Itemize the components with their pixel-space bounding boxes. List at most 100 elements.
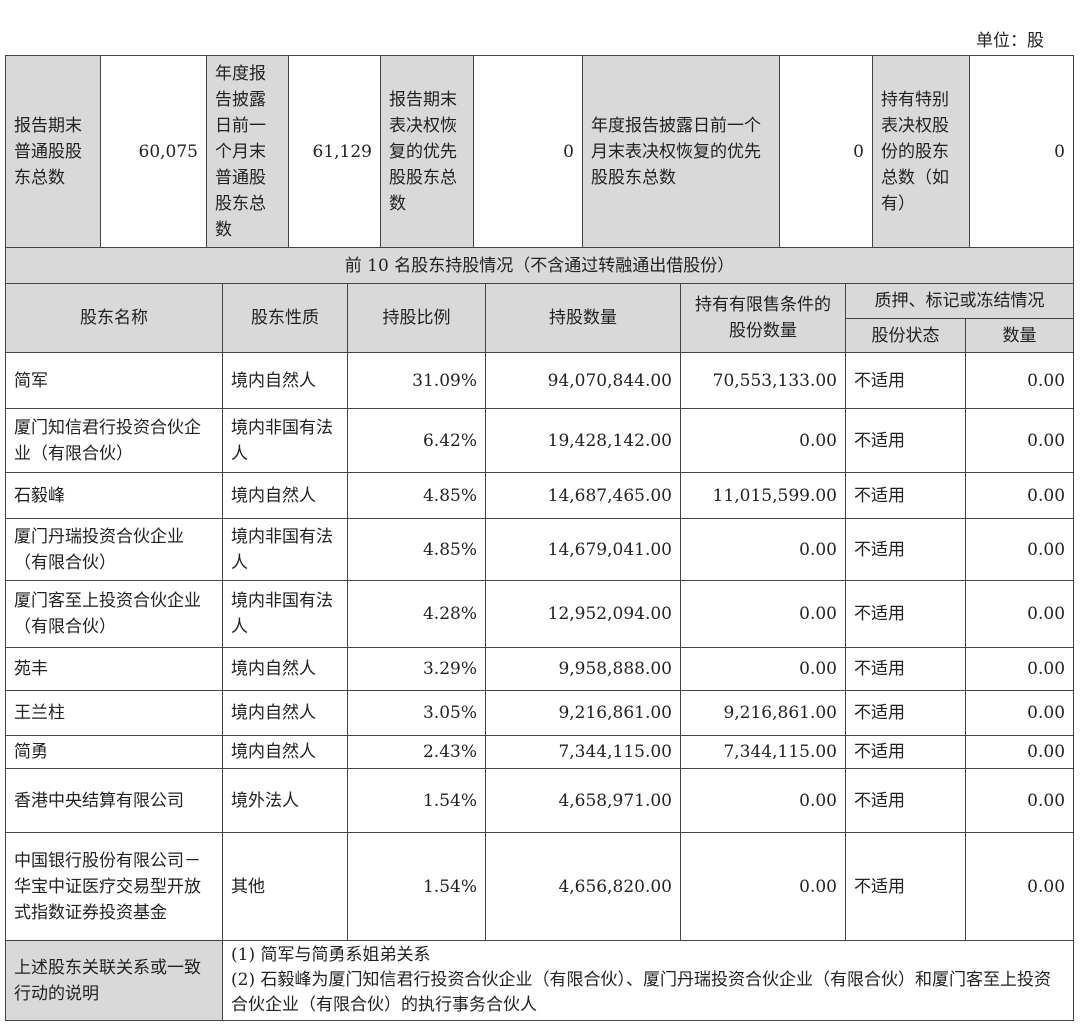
cell-qty: 0.00 xyxy=(964,735,1075,769)
summary-value: 0 xyxy=(473,55,583,249)
note-content: (1) 简军与简勇系姐弟关系 (2) 石毅峰为厦门知信君行投资合伙企业（有限合伙… xyxy=(221,940,1075,1021)
cell-ratio: 31.09% xyxy=(347,352,486,409)
section-title: 前 10 名股东持股情况（不含通过转融通出借股份） xyxy=(4,247,1075,284)
cell-name: 厦门客至上投资合伙企业（有限合伙） xyxy=(5,580,223,648)
cell-nature: 境内非国有法人 xyxy=(222,408,348,473)
cell-status: 不适用 xyxy=(845,408,966,473)
header-name: 股东名称 xyxy=(5,283,223,353)
cell-restricted: 9,216,861.00 xyxy=(680,690,846,736)
unit-label: 单位：股 xyxy=(976,31,1044,51)
cell-shares: 9,958,888.00 xyxy=(485,647,681,691)
summary-value: 0 xyxy=(779,55,873,249)
note-label: 上述股东关联关系或一致行动的说明 xyxy=(5,940,223,1021)
cell-status: 不适用 xyxy=(845,472,966,519)
cell-ratio: 3.05% xyxy=(347,690,486,736)
summary-label: 年度报告披露日前一个月末普通股股东总数 xyxy=(206,55,289,249)
cell-name: 厦门丹瑞投资合伙企业（有限合伙） xyxy=(5,518,223,581)
table-row: 香港中央结算有限公司 境外法人 1.54% 4,658,971.00 0.00 不适用 0.… xyxy=(5,768,1075,833)
cell-qty: 0.00 xyxy=(964,408,1075,473)
cell-shares: 9,216,861.00 xyxy=(485,690,681,736)
cell-restricted: 0.00 xyxy=(680,768,846,833)
cell-nature: 境内自然人 xyxy=(222,647,348,691)
cell-ratio: 1.54% xyxy=(347,768,486,833)
cell-qty: 0.00 xyxy=(964,352,1075,409)
cell-qty: 0.00 xyxy=(964,580,1075,648)
cell-nature: 境内自然人 xyxy=(222,472,348,519)
table-row: 石毅峰 境内自然人 4.85% 14,687,465.00 11,015,599.00 不… xyxy=(5,472,1075,519)
cell-shares: 4,656,820.00 xyxy=(485,832,681,941)
cell-name: 简军 xyxy=(5,352,223,409)
cell-restricted: 11,015,599.00 xyxy=(680,472,846,519)
cell-nature: 境内非国有法人 xyxy=(222,518,348,581)
summary-label: 年度报告披露日前一个月末表决权恢复的优先股股东总数 xyxy=(582,55,780,249)
header-restricted: 持有有限售条件的股份数量 xyxy=(680,283,846,353)
table-row: 厦门客至上投资合伙企业（有限合伙） 境内非国有法人 4.28% 12,952,094.… xyxy=(5,580,1075,648)
cell-ratio: 4.85% xyxy=(347,518,486,581)
cell-name: 厦门知信君行投资合伙企业（有限合伙） xyxy=(5,408,223,473)
table-row: 厦门丹瑞投资合伙企业（有限合伙） 境内非国有法人 4.85% 14,679,041.0… xyxy=(5,518,1075,581)
table-row: 中国银行股份有限公司－华宝中证医疗交易型开放式指数证券投资基金 其他 1.54% 4,… xyxy=(5,832,1075,941)
cell-status: 不适用 xyxy=(845,352,966,409)
cell-shares: 14,679,041.00 xyxy=(485,518,681,581)
cell-restricted: 0.00 xyxy=(680,408,846,473)
summary-label: 报告期末表决权恢复的优先股股东总数 xyxy=(380,55,474,249)
cell-shares: 14,687,465.00 xyxy=(485,472,681,519)
cell-nature: 境外法人 xyxy=(222,768,348,833)
table-row: 王兰柱 境内自然人 3.05% 9,216,861.00 9,216,861.00 不适用… xyxy=(5,690,1075,736)
cell-ratio: 4.85% xyxy=(347,472,486,519)
cell-restricted: 0.00 xyxy=(680,832,846,941)
cell-restricted: 70,553,133.00 xyxy=(680,352,846,409)
cell-status: 不适用 xyxy=(845,518,966,581)
cell-name: 王兰柱 xyxy=(5,690,223,736)
summary-label: 报告期末普通股股东总数 xyxy=(5,55,101,249)
summary-table: 报告期末普通股股东总数 60,075 年度报告披露日前一个月末普通股股东总数 6… xyxy=(5,55,1074,249)
cell-name: 中国银行股份有限公司－华宝中证医疗交易型开放式指数证券投资基金 xyxy=(5,832,223,941)
cell-shares: 94,070,844.00 xyxy=(485,352,681,409)
summary-row: 报告期末普通股股东总数 60,075 年度报告披露日前一个月末普通股股东总数 6… xyxy=(5,55,1074,249)
cell-qty: 0.00 xyxy=(964,832,1075,941)
cell-shares: 19,428,142.00 xyxy=(485,408,681,473)
summary-label: 持有特别表决权股份的股东总数（如有） xyxy=(872,55,970,249)
cell-status: 不适用 xyxy=(845,690,966,736)
summary-value: 60,075 xyxy=(100,55,207,249)
summary-value: 0 xyxy=(969,55,1074,249)
table-row: 简军 境内自然人 31.09% 94,070,844.00 70,553,133.00 不… xyxy=(5,352,1075,409)
cell-nature: 境内非国有法人 xyxy=(222,580,348,648)
cell-nature: 其他 xyxy=(222,832,348,941)
cell-ratio: 2.43% xyxy=(347,735,486,769)
cell-status: 不适用 xyxy=(845,832,966,941)
cell-ratio: 6.42% xyxy=(347,408,486,473)
cell-name: 简勇 xyxy=(5,735,223,769)
cell-status: 不适用 xyxy=(845,768,966,833)
cell-ratio: 1.54% xyxy=(347,832,486,941)
cell-restricted: 0.00 xyxy=(680,518,846,581)
cell-restricted: 0.00 xyxy=(680,647,846,691)
cell-nature: 境内自然人 xyxy=(222,735,348,769)
cell-name: 香港中央结算有限公司 xyxy=(5,768,223,833)
cell-ratio: 3.29% xyxy=(347,647,486,691)
cell-shares: 7,344,115.00 xyxy=(485,735,681,769)
cell-restricted: 7,344,115.00 xyxy=(680,735,846,769)
cell-qty: 0.00 xyxy=(964,518,1075,581)
cell-name: 苑丰 xyxy=(5,647,223,691)
table-row: 简勇 境内自然人 2.43% 7,344,115.00 7,344,115.00 不适用 0… xyxy=(5,735,1075,769)
header-ratio: 持股比例 xyxy=(347,283,486,353)
cell-status: 不适用 xyxy=(845,647,966,691)
cell-nature: 境内自然人 xyxy=(222,690,348,736)
cell-shares: 12,952,094.00 xyxy=(485,580,681,648)
cell-name: 石毅峰 xyxy=(5,472,223,519)
header-pledge: 质押、标记或冻结情况 xyxy=(844,283,1075,319)
summary-value: 61,129 xyxy=(288,55,381,249)
table-row: 苑丰 境内自然人 3.29% 9,958,888.00 0.00 不适用 0.00 xyxy=(5,647,1075,691)
cell-status: 不适用 xyxy=(845,735,966,769)
header-qty: 数量 xyxy=(964,318,1075,353)
note-line: (1) 简军与简勇系姐弟关系 xyxy=(231,945,431,965)
header-nature: 股东性质 xyxy=(222,283,348,353)
cell-nature: 境内自然人 xyxy=(222,352,348,409)
cell-shares: 4,658,971.00 xyxy=(485,768,681,833)
cell-qty: 0.00 xyxy=(964,647,1075,691)
cell-qty: 0.00 xyxy=(964,768,1075,833)
shareholders-table: 前 10 名股东持股情况（不含通过转融通出借股份） 股东名称 股东性质 持股比例… xyxy=(4,247,1075,1021)
cell-status: 不适用 xyxy=(845,580,966,648)
table-row: 厦门知信君行投资合伙企业（有限合伙） 境内非国有法人 6.42% 19,428,142… xyxy=(5,408,1075,473)
